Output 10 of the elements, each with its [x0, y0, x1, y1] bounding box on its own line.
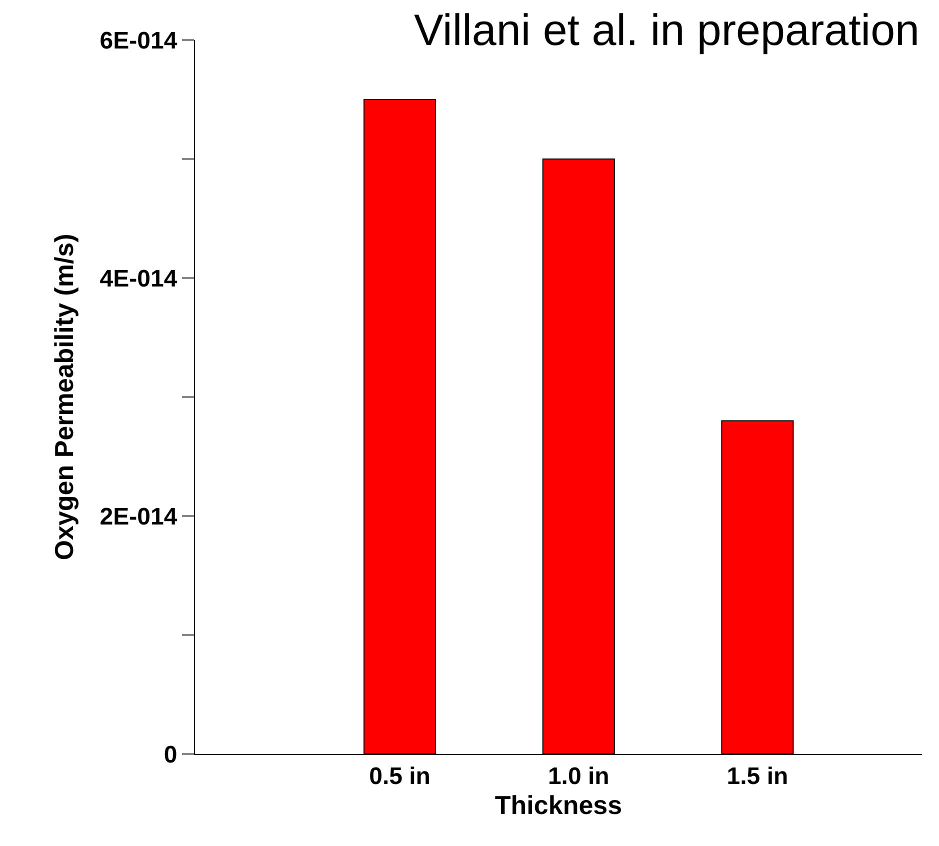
x-tick-label: 1.0 in — [548, 762, 610, 790]
x-tick-label: 0.5 in — [369, 762, 430, 790]
annotation: Villani et al. in preparation — [414, 6, 920, 55]
x-axis-title: Thickness — [494, 790, 622, 820]
x-tick-label: 1.5 in — [726, 762, 788, 790]
y-tick-label: 2E-014 — [100, 503, 178, 530]
y-tick-label: 0 — [164, 741, 178, 768]
y-tick-label: 4E-014 — [100, 265, 178, 292]
y-axis-title: Oxygen Permeability (m/s) — [49, 234, 80, 560]
y-tick-label: 6E-014 — [100, 27, 178, 54]
